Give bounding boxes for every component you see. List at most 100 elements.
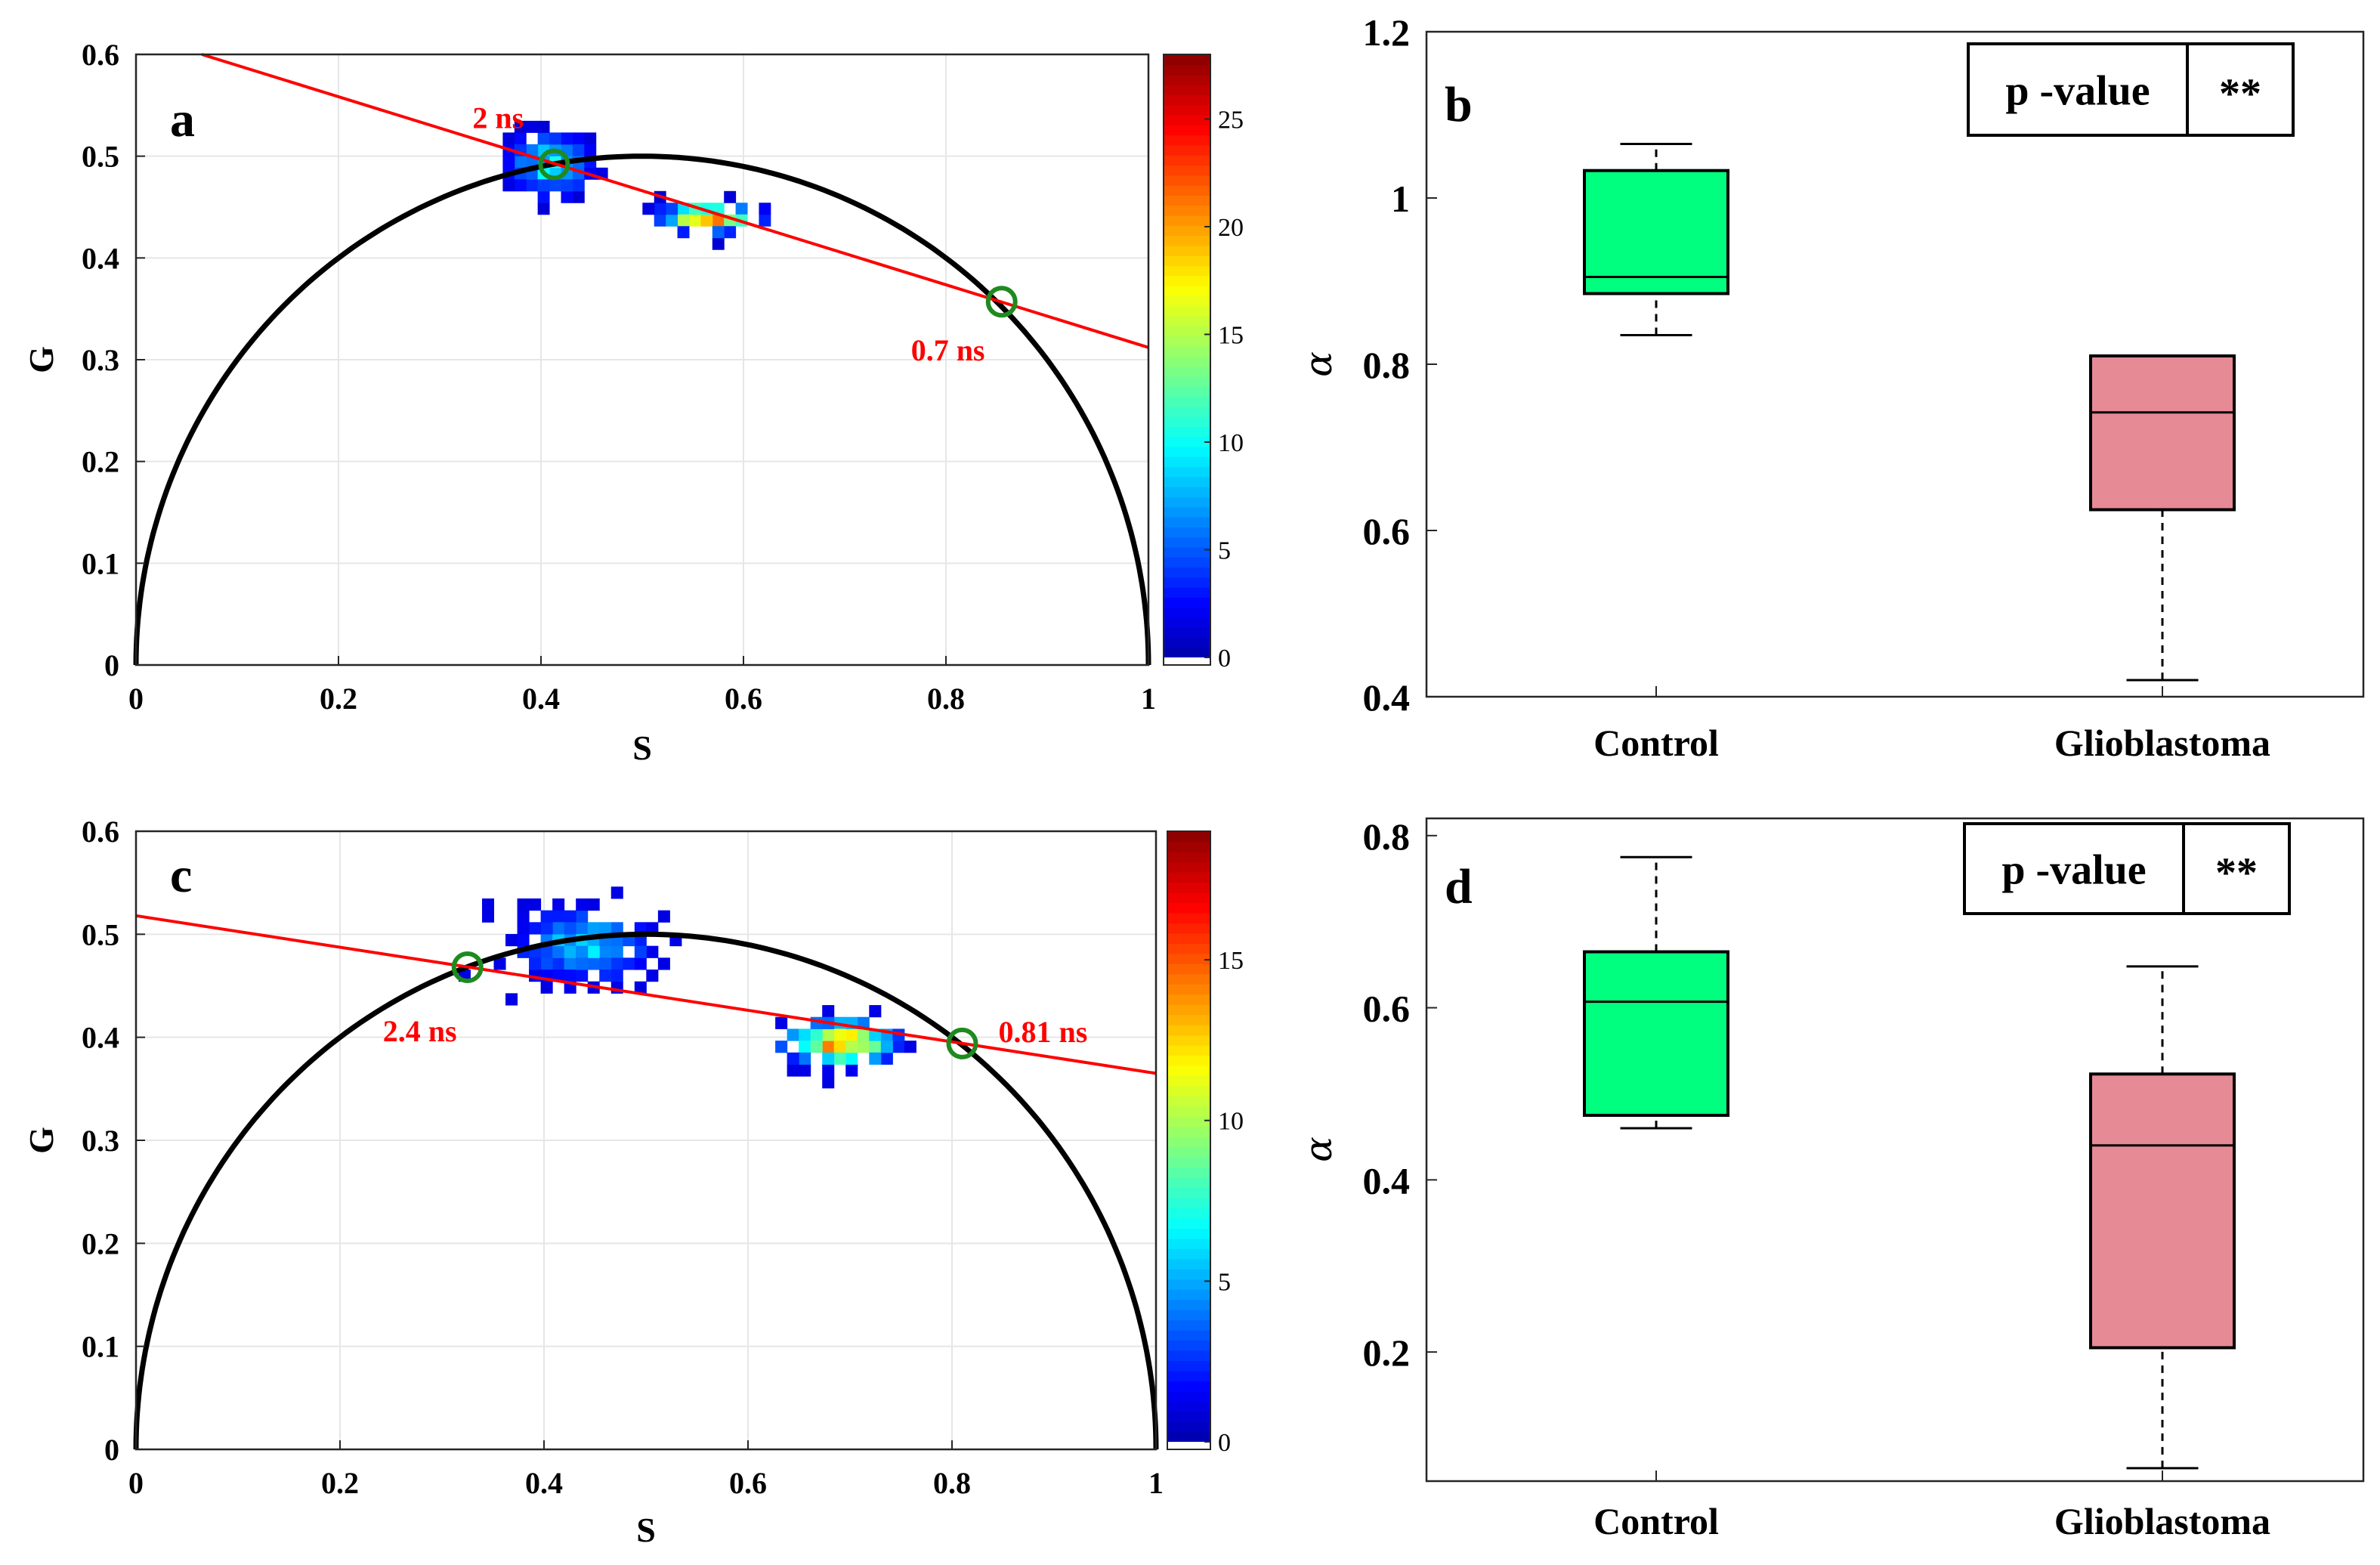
table-frame: [1963, 822, 2291, 915]
colorbar-segment: [1167, 912, 1210, 923]
histogram-bin: [610, 922, 623, 935]
lifetime-marker: [451, 951, 484, 983]
histogram-bin: [735, 203, 748, 215]
colorbar-segment: [1164, 597, 1210, 608]
histogram-bin: [646, 970, 659, 982]
colorbar-segment: [1164, 305, 1210, 317]
colorbar-segment: [1164, 104, 1210, 116]
y-tick-label: 0.4: [82, 241, 119, 275]
colorbar-segment: [1167, 1014, 1210, 1025]
y-tick-label: 0.5: [82, 917, 119, 951]
y-tick-label: 0.3: [82, 1124, 119, 1158]
box-glioblastoma: [2089, 354, 2236, 682]
colorbar-segment: [1164, 627, 1210, 639]
colorbar-segment: [1167, 1096, 1210, 1107]
histogram-bin: [576, 910, 589, 923]
colorbar-segment: [1167, 1340, 1210, 1351]
histogram-bin: [799, 1041, 811, 1053]
histogram-bin: [576, 898, 589, 911]
x-tick-label: 1: [1148, 1466, 1164, 1500]
histogram-bin: [623, 957, 635, 970]
colorbar-segment: [1164, 446, 1210, 457]
colorbar-segment: [1164, 496, 1210, 508]
colorbar-segment: [1164, 396, 1210, 407]
histogram-bin: [787, 1052, 799, 1065]
histogram-bin: [552, 970, 565, 982]
histogram-bin: [481, 910, 495, 923]
histogram-bin: [634, 957, 647, 970]
histogram-bin: [880, 1052, 893, 1065]
x-tick-label: 0.6: [729, 1466, 767, 1500]
histogram-bin: [677, 226, 690, 239]
histogram-bin: [552, 957, 565, 970]
histogram-bin: [657, 910, 670, 923]
histogram-bin: [857, 1041, 870, 1053]
histogram-bin: [561, 132, 573, 145]
histogram-bin: [833, 1041, 846, 1053]
colorbar-segment: [1164, 275, 1210, 286]
colorbar-segment: [1167, 1197, 1210, 1209]
panel-a: 2 ns0.7 ns0 0.2 0.4 0.6 0.8 100.10.20.30.40.5…: [22, 38, 1244, 767]
lifetime-label: 2 ns: [472, 101, 524, 135]
histogram-bin: [634, 945, 647, 958]
histogram-bin: [576, 922, 589, 935]
colorbar-segment: [1164, 235, 1210, 246]
colorbar-segment: [1164, 295, 1210, 307]
colorbar-segment: [1164, 527, 1210, 538]
colorbar-segment: [1164, 607, 1210, 618]
colorbar: 0 5 10 15 20 25: [1163, 54, 1244, 673]
histogram-bin: [564, 922, 576, 935]
colorbar-segment: [1167, 1401, 1210, 1412]
box-iqr: [2089, 1072, 2236, 1350]
y-tick-label: 0.1: [82, 546, 119, 580]
histogram-bin: [540, 957, 553, 970]
histogram-bin: [646, 922, 659, 935]
colorbar-segment: [1164, 184, 1210, 196]
colorbar-segment: [1164, 165, 1210, 176]
histogram-bin: [787, 1028, 799, 1041]
histogram-bin: [822, 1076, 835, 1089]
histogram-bin: [654, 214, 666, 227]
colorbar-segment: [1167, 953, 1210, 964]
x-tick-label: 0.2: [321, 1466, 359, 1500]
colorbar-segment: [1164, 114, 1210, 125]
histogram-bin: [880, 1041, 893, 1053]
box-glioblastoma: [2089, 965, 2236, 1470]
table-value: **: [2219, 71, 2261, 118]
histogram-bin: [493, 957, 506, 970]
colorbar-segment: [1167, 851, 1210, 863]
colorbar-segment: [1164, 466, 1210, 478]
colorbar-segment: [1167, 943, 1210, 954]
panel-letter: d: [1445, 859, 1473, 914]
histogram-bin: [517, 922, 530, 935]
colorbar-segment: [1167, 1381, 1210, 1392]
box-iqr: [1583, 950, 1729, 1117]
fit-line: [135, 914, 1157, 1075]
colorbar-segment: [1167, 1208, 1210, 1219]
colorbar-segment: [1164, 476, 1210, 487]
histogram-bin: [799, 1064, 811, 1077]
colorbar-segment: [1167, 1146, 1210, 1158]
colorbar-segment: [1167, 994, 1210, 1005]
table-header: p -value: [2001, 847, 2146, 894]
histogram-bin: [540, 910, 553, 923]
colorbar-segment: [1164, 577, 1210, 588]
y-tick-label: 0.2: [82, 445, 119, 479]
colorbar-segment: [1164, 416, 1210, 427]
box-iqr: [1583, 169, 1729, 295]
histogram-bin: [552, 910, 565, 923]
histogram-bin: [526, 179, 539, 192]
histogram-bin: [857, 1028, 870, 1041]
y-tick-label: 0.4: [1363, 676, 1411, 719]
colorbar-segment: [1164, 366, 1210, 377]
panel-c: 2.4 ns 0.81 ns0 0.2 0.4 0.6 0.8 100.10.20.30.4…: [22, 815, 1244, 1549]
colorbar-segment: [1167, 1390, 1210, 1402]
histogram-bin: [646, 945, 659, 958]
histogram-bin: [552, 922, 565, 935]
histogram-bin: [549, 179, 561, 192]
colorbar-segment: [1164, 336, 1210, 347]
box-control: [1583, 855, 1729, 1130]
colorbar-segment: [1167, 902, 1210, 914]
colorbar-tick-label: 15: [1218, 322, 1244, 350]
